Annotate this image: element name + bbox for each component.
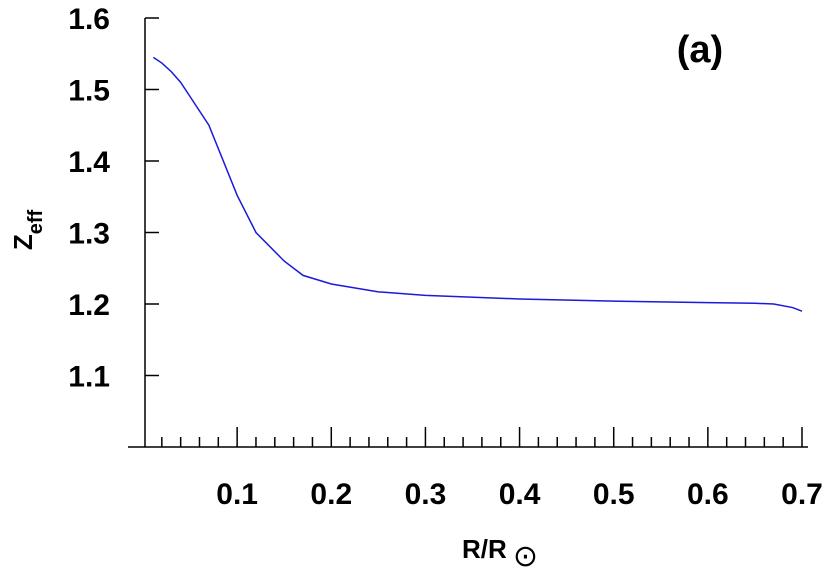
x-tick-label: 0.4: [499, 478, 541, 511]
annotation: (a): [677, 29, 723, 71]
x-tick-label: 0.3: [405, 478, 447, 511]
y-label-sub: eff: [25, 209, 47, 234]
x-axis-label: R/R ⊙: [462, 534, 538, 573]
y-tick-label: 1.3: [68, 218, 110, 251]
x-label-main: R/R: [462, 534, 507, 564]
y-axis-label: Zeff: [8, 209, 47, 250]
x-tick-label: 0.5: [593, 478, 635, 511]
y-tick-label: 1.1: [68, 361, 110, 394]
y-tick-label: 1.4: [68, 146, 110, 179]
y-label-main: Z: [8, 234, 38, 250]
x-tick-label: 0.2: [310, 478, 352, 511]
y-tick-label: 1.5: [68, 75, 110, 108]
x-label-sub: ⊙: [513, 540, 538, 573]
y-tick-label: 1.2: [68, 289, 110, 322]
x-tick-label: 0.6: [687, 478, 729, 511]
x-tick-label: 0.7: [781, 478, 823, 511]
y-tick-label: 1.6: [68, 3, 110, 36]
line-series: [152, 56, 803, 312]
x-tick-label: 0.1: [216, 478, 258, 511]
